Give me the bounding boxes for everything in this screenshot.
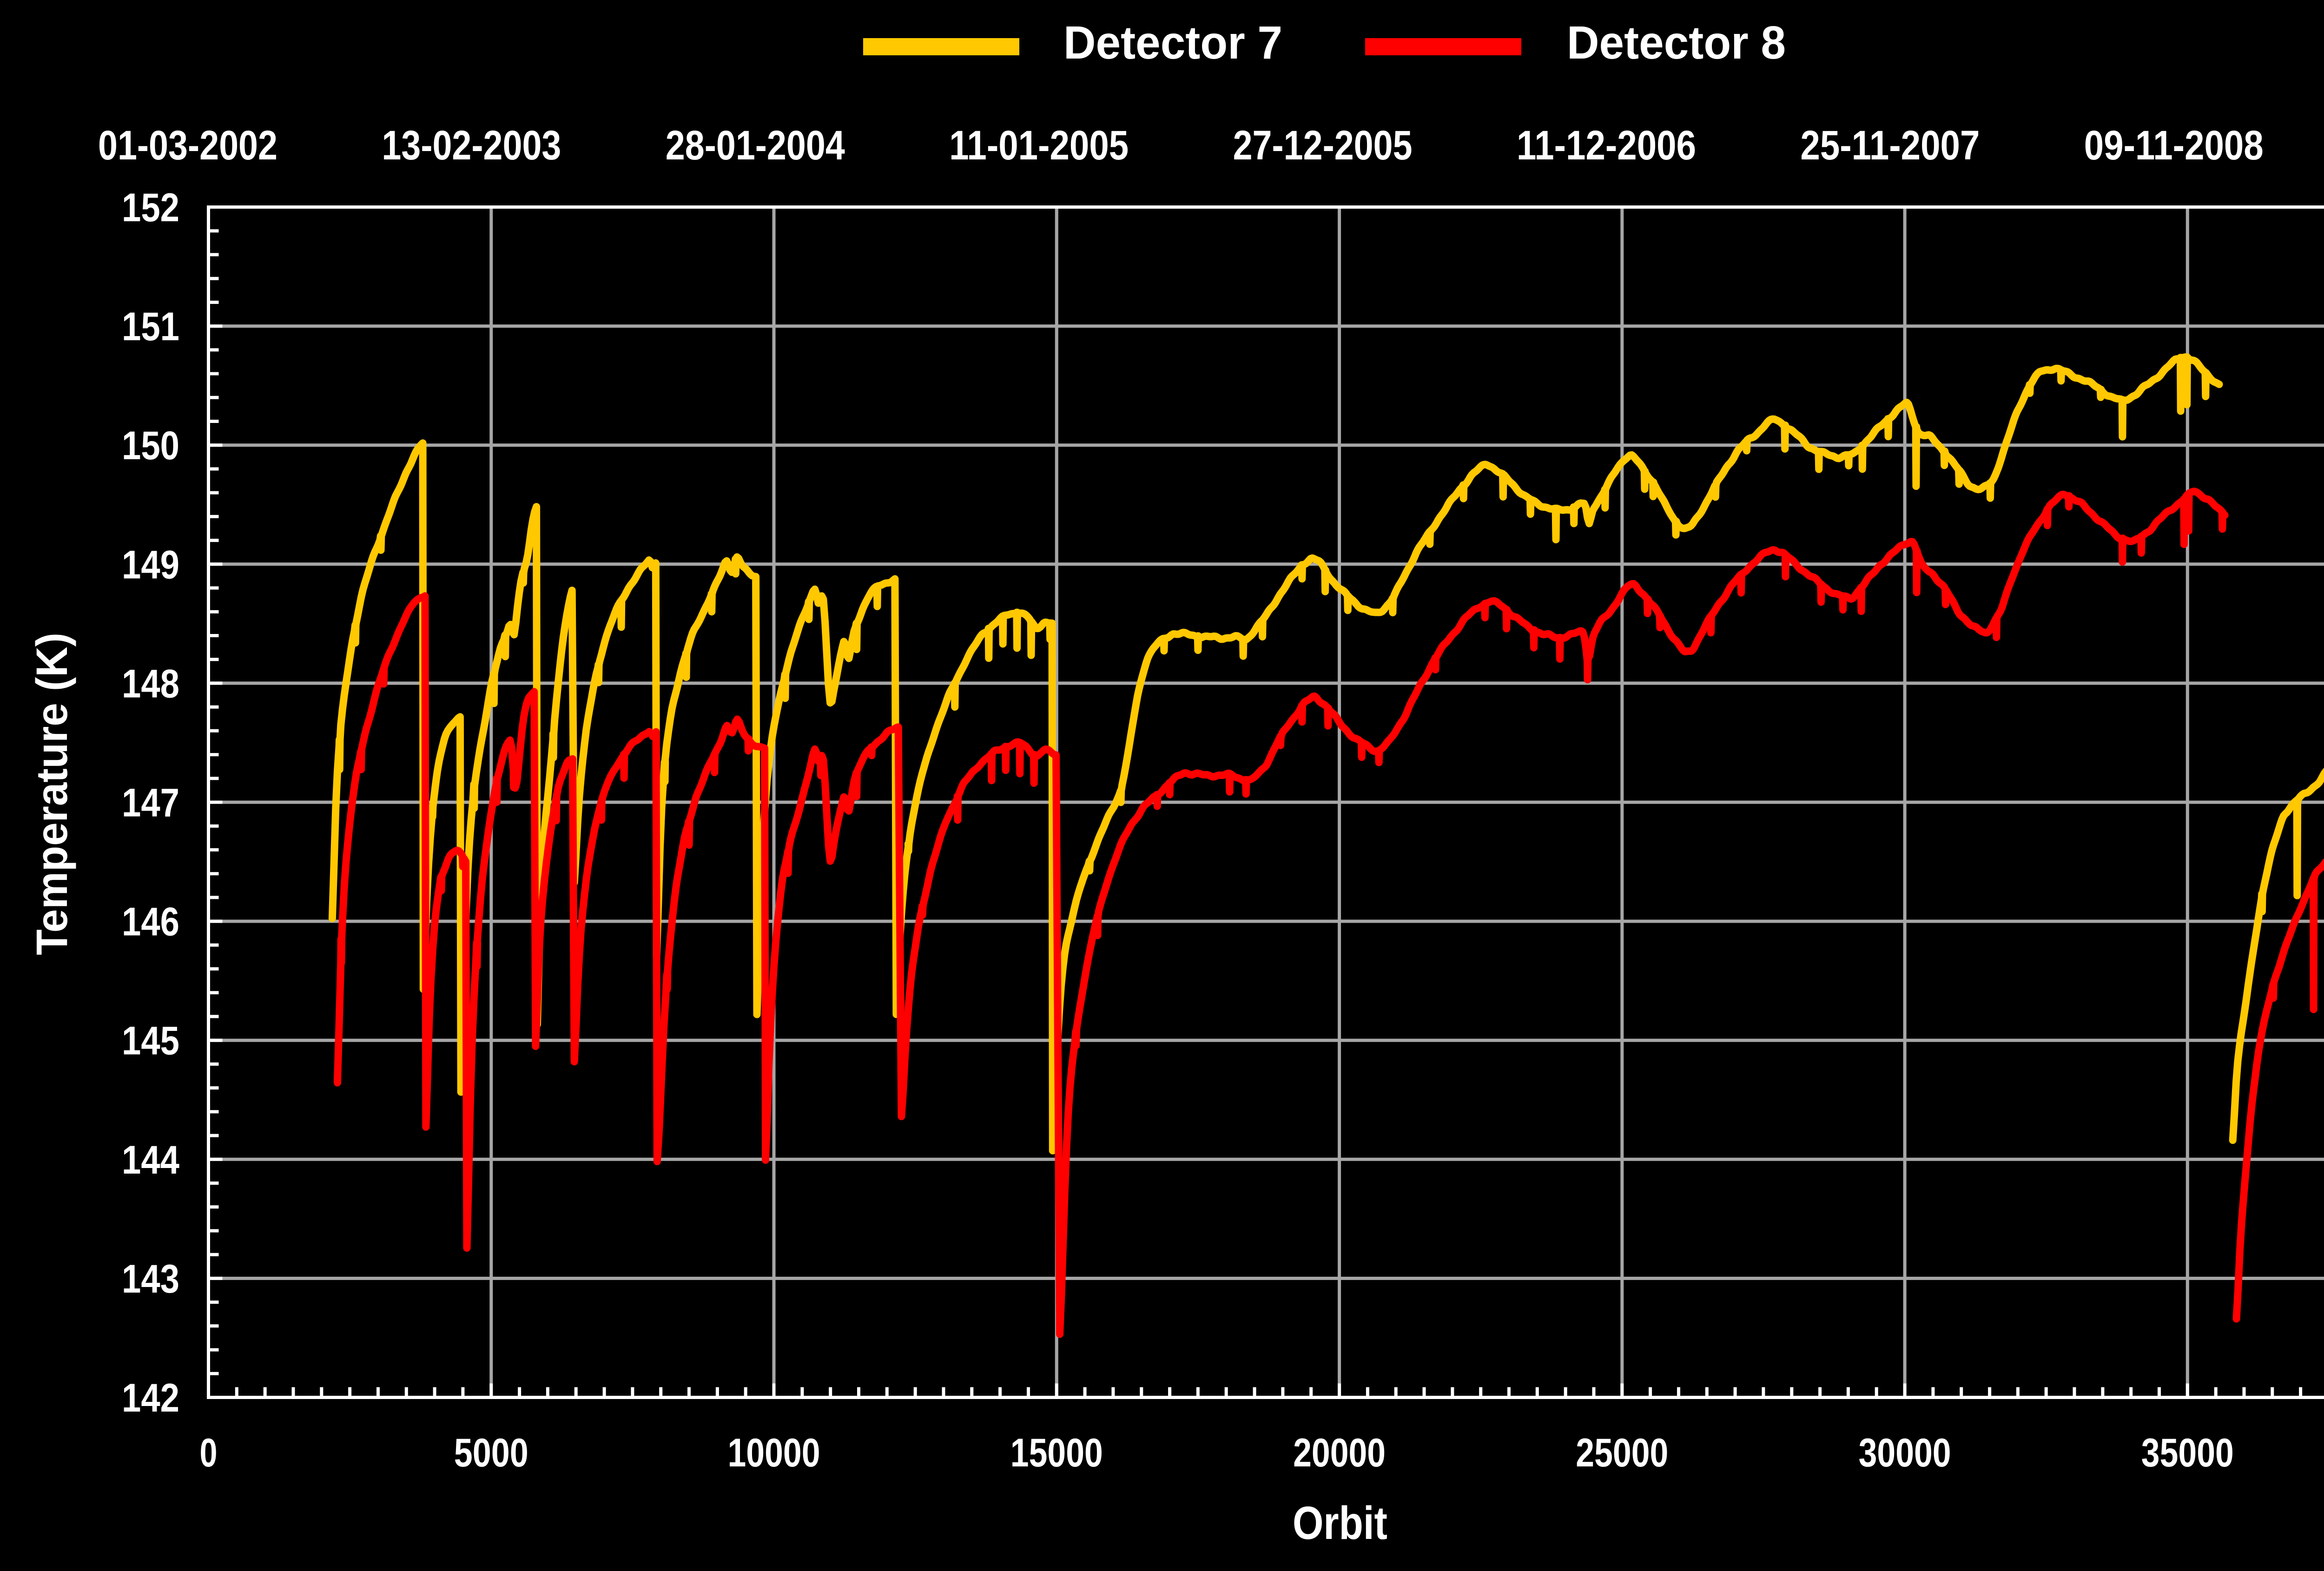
svg-text:10000: 10000 bbox=[728, 1431, 820, 1475]
svg-text:25-11-2007: 25-11-2007 bbox=[1800, 122, 1980, 168]
svg-text:147: 147 bbox=[122, 781, 179, 825]
svg-text:01-03-2002: 01-03-2002 bbox=[98, 122, 277, 168]
svg-text:152: 152 bbox=[122, 185, 179, 230]
svg-text:146: 146 bbox=[122, 900, 179, 944]
svg-text:11-12-2006: 11-12-2006 bbox=[1517, 122, 1696, 168]
svg-text:28-01-2004: 28-01-2004 bbox=[666, 122, 845, 168]
svg-text:151: 151 bbox=[122, 304, 179, 349]
svg-text:150: 150 bbox=[122, 423, 179, 468]
svg-text:15000: 15000 bbox=[1010, 1431, 1103, 1475]
svg-text:148: 148 bbox=[122, 661, 179, 706]
svg-text:20000: 20000 bbox=[1293, 1431, 1386, 1475]
svg-text:25000: 25000 bbox=[1576, 1431, 1668, 1475]
svg-text:27-12-2005: 27-12-2005 bbox=[1233, 122, 1413, 168]
svg-text:Temperature (K): Temperature (K) bbox=[27, 633, 77, 955]
svg-text:09-11-2008: 09-11-2008 bbox=[2084, 122, 2264, 168]
svg-text:30000: 30000 bbox=[1859, 1431, 1951, 1475]
svg-text:Detector 7: Detector 7 bbox=[1063, 17, 1282, 69]
svg-text:142: 142 bbox=[122, 1376, 179, 1420]
svg-text:144: 144 bbox=[122, 1138, 179, 1182]
svg-text:Orbit: Orbit bbox=[1293, 1497, 1387, 1549]
svg-text:35000: 35000 bbox=[2141, 1431, 2234, 1475]
svg-text:0: 0 bbox=[200, 1431, 218, 1475]
svg-text:145: 145 bbox=[122, 1019, 179, 1063]
svg-text:5000: 5000 bbox=[454, 1431, 528, 1475]
svg-text:11-01-2005: 11-01-2005 bbox=[949, 122, 1129, 168]
svg-text:13-02-2003: 13-02-2003 bbox=[382, 122, 561, 168]
svg-text:143: 143 bbox=[122, 1257, 179, 1301]
svg-text:149: 149 bbox=[122, 542, 179, 587]
svg-text:Detector 8: Detector 8 bbox=[1567, 17, 1786, 69]
